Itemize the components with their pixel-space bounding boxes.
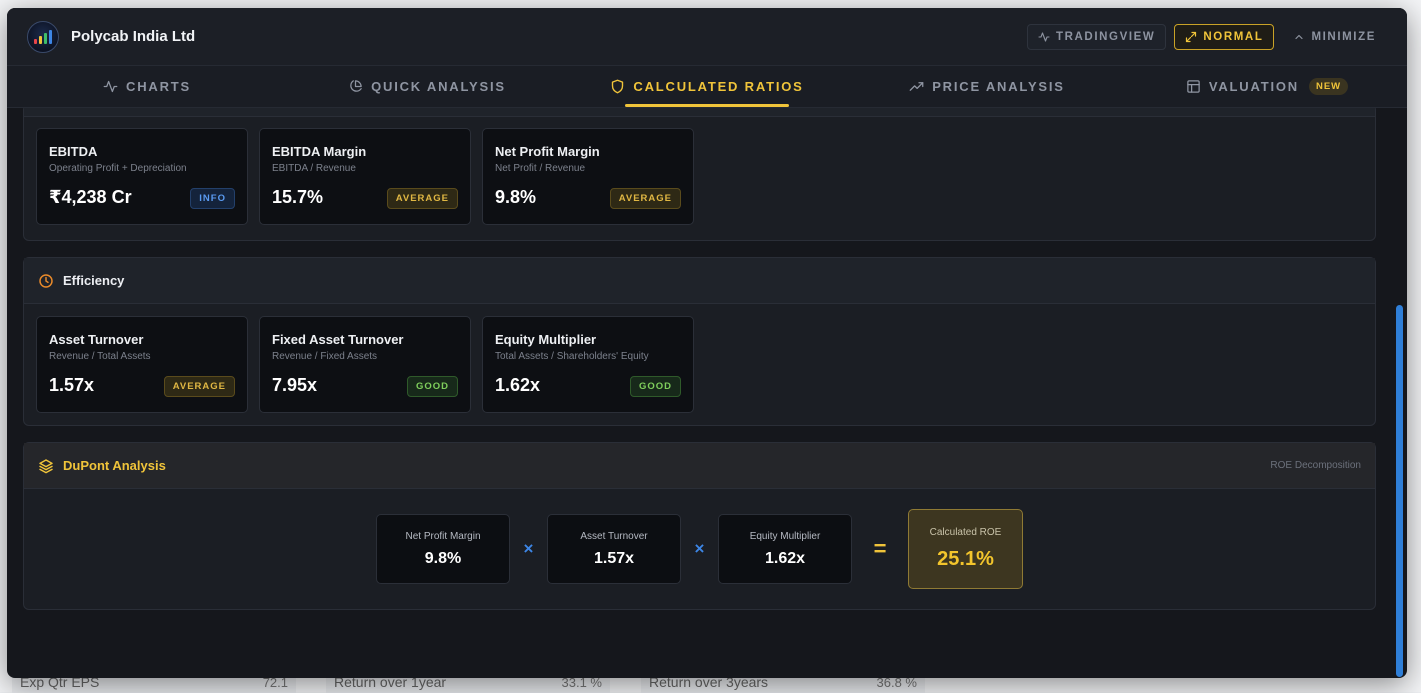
factor-value: 1.57x [593, 549, 635, 567]
minimize-label: MINIMIZE [1311, 30, 1376, 43]
status-badge: GOOD [629, 376, 681, 397]
card-equity-multiplier: Equity Multiplier Total Assets / Shareho… [482, 316, 694, 413]
factor-equity-multiplier: Equity Multiplier 1.62x [718, 514, 852, 584]
card-formula: Revenue / Fixed Assets [272, 351, 378, 362]
table-icon [1187, 80, 1200, 93]
section-profitability: EBITDA Operating Profit + Depreciation ₹… [23, 108, 1376, 241]
activity-icon [1038, 31, 1050, 42]
trending-up-icon [909, 82, 924, 91]
card-value: 15.7% [272, 187, 324, 207]
card-name: Equity Multiplier [495, 332, 597, 347]
roe-value: 25.1% [937, 548, 994, 570]
equals-icon: = [873, 536, 887, 561]
company-logo [27, 20, 59, 53]
roe-label: Calculated ROE [929, 527, 1002, 538]
factor-value: 1.62x [764, 549, 806, 567]
card-name: Net Profit Margin [495, 144, 600, 159]
tab-label: CHARTS [126, 79, 191, 94]
card-value: 1.57x [49, 375, 95, 395]
factor-asset-turnover: Asset Turnover 1.57x [547, 514, 681, 584]
card-formula: Total Assets / Shareholders' Equity [495, 351, 649, 362]
section-dupont: DuPont Analysis ROE Decomposition Net Pr… [23, 442, 1376, 610]
tab-label: QUICK ANALYSIS [371, 79, 506, 94]
card-name: Asset Turnover [49, 332, 144, 347]
multiply-icon: × [694, 539, 705, 558]
modal-titlebar: Polycab India Ltd TRADINGVIEW NORMAL MIN… [7, 8, 1407, 66]
minimize-button[interactable]: MINIMIZE [1282, 24, 1387, 50]
card-net-profit-margin: Net Profit Margin Net Profit / Revenue 9… [482, 128, 694, 225]
normal-label: NORMAL [1203, 30, 1264, 43]
card-formula: Revenue / Total Assets [49, 351, 151, 362]
card-value: 1.62x [495, 375, 541, 395]
shield-icon [612, 79, 624, 94]
stock-modal: Polycab India Ltd TRADINGVIEW NORMAL MIN… [7, 8, 1407, 678]
section-header: DuPont Analysis ROE Decomposition [24, 443, 1375, 489]
factor-label: Net Profit Margin [405, 530, 481, 542]
chevron-up-icon [1295, 34, 1304, 39]
multiply-icon: × [523, 539, 534, 558]
tab-bar: CHARTS QUICK ANALYSIS CALCULATED RATIOS … [7, 66, 1407, 108]
section-title: DuPont Analysis [63, 458, 166, 473]
bg-cell-label: Return over 3years [649, 674, 769, 690]
section-header: Efficiency [24, 258, 1375, 304]
factor-label: Asset Turnover [580, 530, 648, 542]
tradingview-button[interactable]: TRADINGVIEW [1027, 23, 1167, 50]
card-name: EBITDA [49, 144, 98, 159]
clock-icon [39, 273, 53, 288]
tab-calculated-ratios[interactable]: CALCULATED RATIOS [567, 66, 847, 107]
card-ebitda: EBITDA Operating Profit + Depreciation ₹… [36, 128, 248, 225]
bg-cell-label: Return over 1year [334, 674, 447, 690]
bg-cell-value: 33.1 % [561, 674, 602, 690]
card-value: 7.95x [272, 375, 318, 395]
pie-chart-icon [350, 80, 362, 92]
card-name: Fixed Asset Turnover [272, 332, 404, 347]
section-head-remnant [24, 108, 1375, 117]
card-formula: Operating Profit + Depreciation [49, 163, 187, 174]
section-title: Efficiency [63, 273, 125, 288]
tab-label: CALCULATED RATIOS [633, 79, 804, 94]
card-asset-turnover: Asset Turnover Revenue / Total Assets 1.… [36, 316, 248, 413]
new-badge: NEW [1308, 78, 1349, 95]
status-badge: AVERAGE [386, 188, 458, 209]
calculated-roe: Calculated ROE 25.1% [908, 509, 1023, 589]
company-name: Polycab India Ltd [71, 28, 196, 45]
profitability-cards: EBITDA Operating Profit + Depreciation ₹… [24, 117, 1375, 237]
tab-label: VALUATION [1208, 79, 1299, 94]
bg-cell-label: Exp Qtr EPS [20, 674, 100, 690]
card-value: ₹4,238 Cr [49, 187, 132, 207]
tab-charts[interactable]: CHARTS [7, 66, 287, 107]
efficiency-cards: Asset Turnover Revenue / Total Assets 1.… [24, 304, 1375, 425]
card-value: 9.8% [495, 187, 537, 207]
card-name: EBITDA Margin [272, 144, 367, 159]
window-actions: TRADINGVIEW NORMAL MINIMIZE [1027, 23, 1387, 50]
status-badge: AVERAGE [163, 376, 235, 397]
card-ebitda-margin: EBITDA Margin EBITDA / Revenue 15.7% AVE… [259, 128, 471, 225]
tab-quick-analysis[interactable]: QUICK ANALYSIS [287, 66, 567, 107]
section-efficiency: Efficiency Asset Turnover Revenue / Tota… [23, 257, 1376, 426]
dupont-equation: Net Profit Margin 9.8% × Asset Turnover … [24, 489, 1375, 609]
status-badge: AVERAGE [609, 188, 681, 209]
expand-icon [1186, 31, 1197, 42]
card-fixed-asset-turnover: Fixed Asset Turnover Revenue / Fixed Ass… [259, 316, 471, 413]
factor-net-profit-margin: Net Profit Margin 9.8% [376, 514, 510, 584]
status-badge: GOOD [406, 376, 458, 397]
card-formula: Net Profit / Revenue [495, 163, 586, 174]
bg-cell-value: 36.8 % [876, 674, 917, 690]
scrollbar-thumb[interactable] [1396, 305, 1403, 677]
bg-cell-value: 72.1 [262, 674, 288, 690]
activity-icon [103, 80, 118, 93]
card-formula: EBITDA / Revenue [272, 163, 356, 174]
factor-label: Equity Multiplier [749, 530, 821, 542]
status-badge: INFO [190, 188, 235, 209]
tab-price-analysis[interactable]: PRICE ANALYSIS [847, 66, 1127, 107]
tab-valuation[interactable]: VALUATION NEW [1127, 66, 1407, 107]
section-subtitle: ROE Decomposition [1270, 460, 1361, 471]
tab-label: PRICE ANALYSIS [932, 79, 1065, 94]
layers-icon [39, 458, 53, 473]
tradingview-label: TRADINGVIEW [1056, 30, 1156, 43]
ratios-content[interactable]: EBITDA Operating Profit + Depreciation ₹… [7, 108, 1393, 678]
normal-button[interactable]: NORMAL [1174, 23, 1275, 50]
factor-value: 9.8% [424, 549, 462, 567]
